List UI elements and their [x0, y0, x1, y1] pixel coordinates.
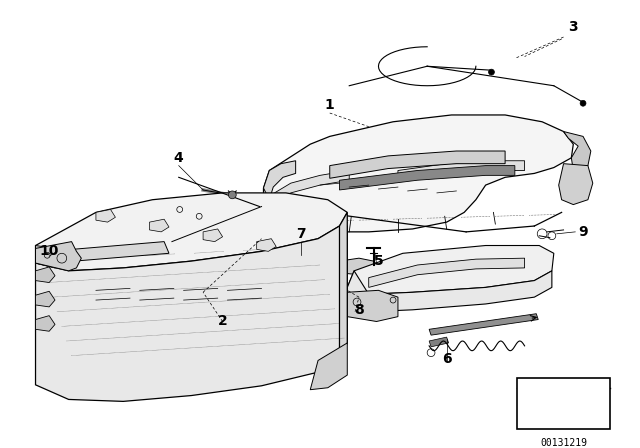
Polygon shape: [564, 132, 591, 171]
Text: 1: 1: [325, 98, 335, 112]
Polygon shape: [36, 267, 55, 283]
Polygon shape: [257, 239, 276, 251]
Circle shape: [488, 69, 494, 75]
Polygon shape: [398, 161, 525, 180]
Polygon shape: [330, 151, 505, 178]
Text: 4: 4: [174, 151, 184, 165]
Polygon shape: [203, 229, 223, 241]
Polygon shape: [36, 241, 81, 271]
Polygon shape: [559, 164, 593, 205]
Polygon shape: [348, 246, 554, 294]
Polygon shape: [339, 212, 348, 358]
Polygon shape: [541, 396, 578, 417]
Polygon shape: [264, 161, 296, 200]
Polygon shape: [96, 210, 115, 222]
Text: 8: 8: [354, 303, 364, 317]
Text: 5: 5: [374, 254, 383, 268]
Text: 00131219: 00131219: [540, 439, 587, 448]
Text: 7: 7: [296, 227, 305, 241]
Polygon shape: [36, 226, 348, 401]
Polygon shape: [264, 115, 573, 232]
Text: 2: 2: [218, 314, 227, 328]
Text: 9: 9: [578, 225, 588, 239]
Polygon shape: [348, 290, 398, 322]
Polygon shape: [36, 291, 55, 307]
Polygon shape: [36, 316, 55, 331]
Polygon shape: [339, 258, 374, 275]
Circle shape: [228, 191, 236, 199]
Text: 10: 10: [40, 244, 59, 258]
Polygon shape: [271, 171, 349, 205]
Polygon shape: [578, 386, 590, 417]
Text: 3: 3: [568, 20, 578, 34]
Polygon shape: [541, 386, 590, 396]
Polygon shape: [72, 241, 169, 261]
Polygon shape: [339, 166, 515, 190]
Text: 6: 6: [442, 352, 451, 366]
Polygon shape: [264, 205, 301, 226]
Polygon shape: [348, 271, 552, 312]
Polygon shape: [36, 193, 348, 271]
Polygon shape: [310, 343, 348, 390]
Polygon shape: [429, 314, 538, 335]
Polygon shape: [369, 258, 525, 288]
Polygon shape: [150, 219, 169, 232]
Polygon shape: [36, 246, 65, 268]
Bar: [516, 378, 611, 429]
Polygon shape: [429, 337, 449, 347]
Circle shape: [580, 100, 586, 106]
